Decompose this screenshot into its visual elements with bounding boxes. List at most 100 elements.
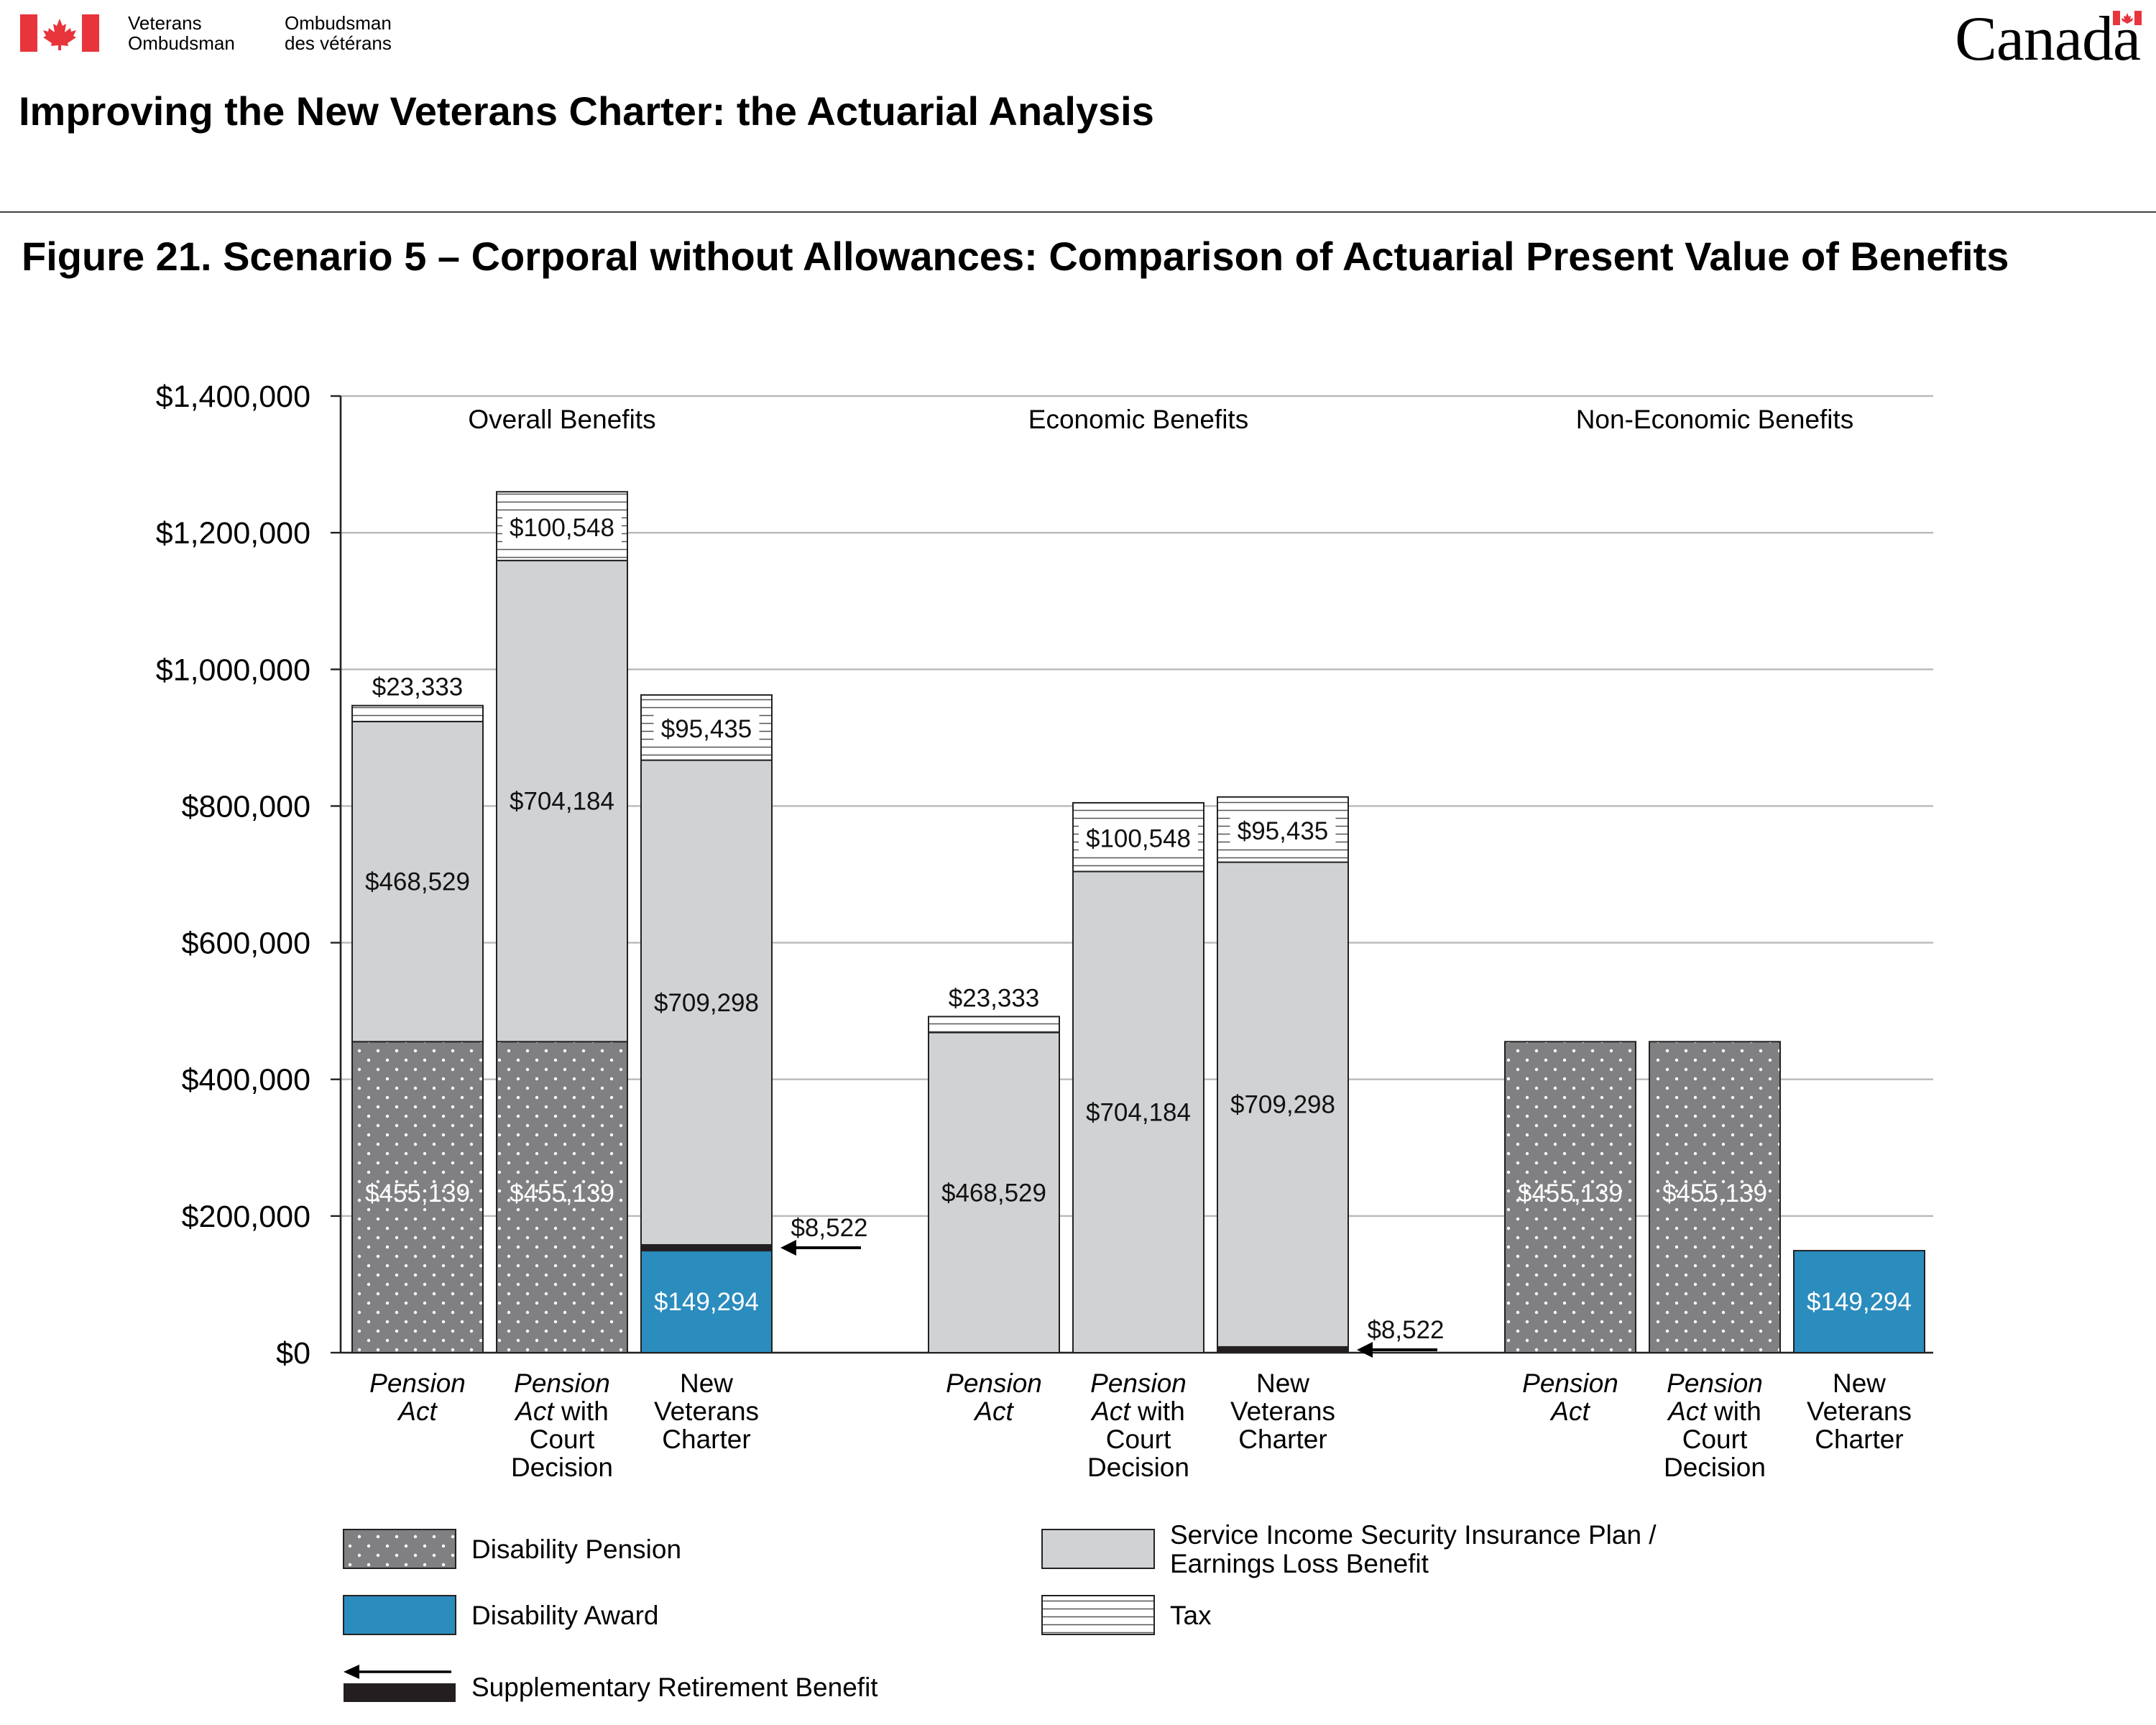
x-category-label: Act [1549,1397,1590,1426]
group-title: Non-Economic Benefits [1576,405,1854,434]
bar-segment-disability-pension [496,1041,628,1353]
value-label: $455,139 [365,1179,470,1208]
x-category-label: Pension [369,1368,466,1398]
value-label-bg [1079,822,1198,855]
plain-part: with [1130,1397,1185,1426]
legend: Disability Pension Disability Award Supple… [343,1520,1657,1702]
legend-label: Disability Award [471,1601,658,1630]
bar-segment-tax [351,704,484,722]
x-category-label: Act [973,1397,1014,1426]
x-category-label: New [1833,1368,1886,1398]
x-category-label: New [680,1368,733,1398]
x-category-label: Pension [1090,1368,1187,1398]
y-tick-label: $400,000 [182,1063,310,1098]
value-label: $100,548 [1086,825,1191,853]
bar-segment-service-income-security-insurance-plan-earnings-loss-benefit [351,720,484,1043]
value-label: $455,139 [1518,1179,1623,1208]
value-label: $23,333 [949,984,1040,1012]
x-category-label: Act with [1667,1397,1761,1426]
header-divider [0,211,2156,213]
x-category-label: Veterans [1807,1397,1912,1426]
legend-item-supplementary-retirement-benefit: Supplementary Retirement Benefit [344,1665,878,1702]
legend-label: Earnings Loss Benefit [1170,1549,1429,1578]
canada-flag-icon [20,14,99,52]
legend-swatch [344,1683,456,1702]
legend-arrowhead [344,1665,359,1679]
bar-segment-disability-pension [351,1041,484,1353]
value-label: $455,139 [510,1179,614,1208]
y-tick-label: $1,000,000 [156,653,310,687]
srb-arrowhead [780,1240,796,1256]
plain-part: with [554,1397,609,1426]
bar-segment-tax [928,1016,1060,1034]
italic-part: Act [1667,1397,1708,1426]
x-category-label: Pension [1522,1368,1618,1398]
srb-arrowhead [1357,1341,1373,1358]
value-label: $8,522 [1367,1316,1444,1344]
legend-item-tax: Tax [1041,1595,1212,1635]
x-category-label: Pension [946,1368,1042,1398]
bar-segment-disability-award [640,1250,773,1354]
value-label: $95,435 [661,715,752,743]
bar-segment-disability-award [1793,1250,1925,1354]
italic-part: Act [514,1397,555,1426]
italic-part: Act [1090,1397,1131,1426]
bar-segment-supplementary-retirement-benefit [1217,1346,1349,1354]
value-labels: Overall Benefits $455,139 $468,529 $23,333 $… [365,405,1912,1358]
x-category-label: Decision [511,1453,613,1482]
y-tick-label: $0 [276,1336,310,1371]
value-label: $468,529 [365,868,470,896]
legend-item-service-income-security-insurance-plan-earnings-loss-benefit: Service Income Security Insurance Plan /… [1041,1520,1657,1578]
value-label: $709,298 [1230,1091,1335,1119]
legend-label: Disability Pension [471,1535,681,1564]
value-label: $704,184 [1086,1098,1191,1126]
y-tick-label: $800,000 [182,789,310,824]
x-category-label: New [1256,1368,1309,1398]
x-category-label: Act [397,1397,438,1426]
legend-swatch [1041,1529,1155,1569]
org-line: des vétérans [285,32,392,54]
x-category-label: Veterans [1230,1397,1335,1426]
value-label: $149,294 [1807,1288,1912,1316]
x-category-label: Veterans [654,1397,759,1426]
org-line: Veterans [128,12,202,34]
value-label: $95,435 [1238,817,1329,845]
x-category-label: Court [1106,1425,1171,1454]
legend-label: Tax [1170,1601,1212,1630]
x-category-label: Decision [1664,1453,1766,1482]
bar-segment-service-income-security-insurance-plan-earnings-loss-benefit [928,1031,1060,1353]
x-category-label: Charter [1815,1425,1903,1454]
group-title: Overall Benefits [468,405,655,434]
bars [351,491,1925,1354]
legend-swatch [343,1529,456,1569]
x-category-label: Act with [514,1397,609,1426]
y-tick-label: $1,400,000 [156,380,310,414]
legend-swatch [343,1595,456,1635]
canada-wordmark: Canada [1955,4,2142,75]
org-line: Ombudsman [285,12,392,34]
bar-segment-service-income-security-insurance-plan-earnings-loss-benefit [1072,870,1204,1353]
x-category-label: Charter [1238,1425,1327,1454]
legend-item-disability-award: Disability Award [343,1595,658,1635]
y-tick-label: $600,000 [182,926,310,961]
group-title: Economic Benefits [1028,405,1248,434]
legend-swatch [1041,1595,1155,1635]
value-label-bg [1230,815,1336,847]
value-label: $149,294 [654,1288,759,1316]
bar-segment-disability-pension [1504,1041,1636,1353]
legend-item-disability-pension: Disability Pension [343,1529,681,1569]
value-label: $468,529 [941,1179,1046,1207]
org-name-english: Veterans Ombudsman [128,13,235,53]
wordmark-text: Canada [1955,4,2141,74]
x-category-label: Decision [1087,1453,1189,1482]
value-label-bg [502,511,622,543]
org-name-french: Ombudsman des vétérans [285,13,392,53]
bar-segment-supplementary-retirement-benefit [640,1243,773,1252]
x-category-label: Court [530,1425,595,1454]
page-header: Veterans Ombudsman Ombudsman des vétéran… [0,0,2156,216]
value-label: $455,139 [1662,1179,1767,1208]
y-tick-label: $1,200,000 [156,516,310,551]
legend-label: Service Income Security Insurance Plan / [1170,1520,1657,1550]
